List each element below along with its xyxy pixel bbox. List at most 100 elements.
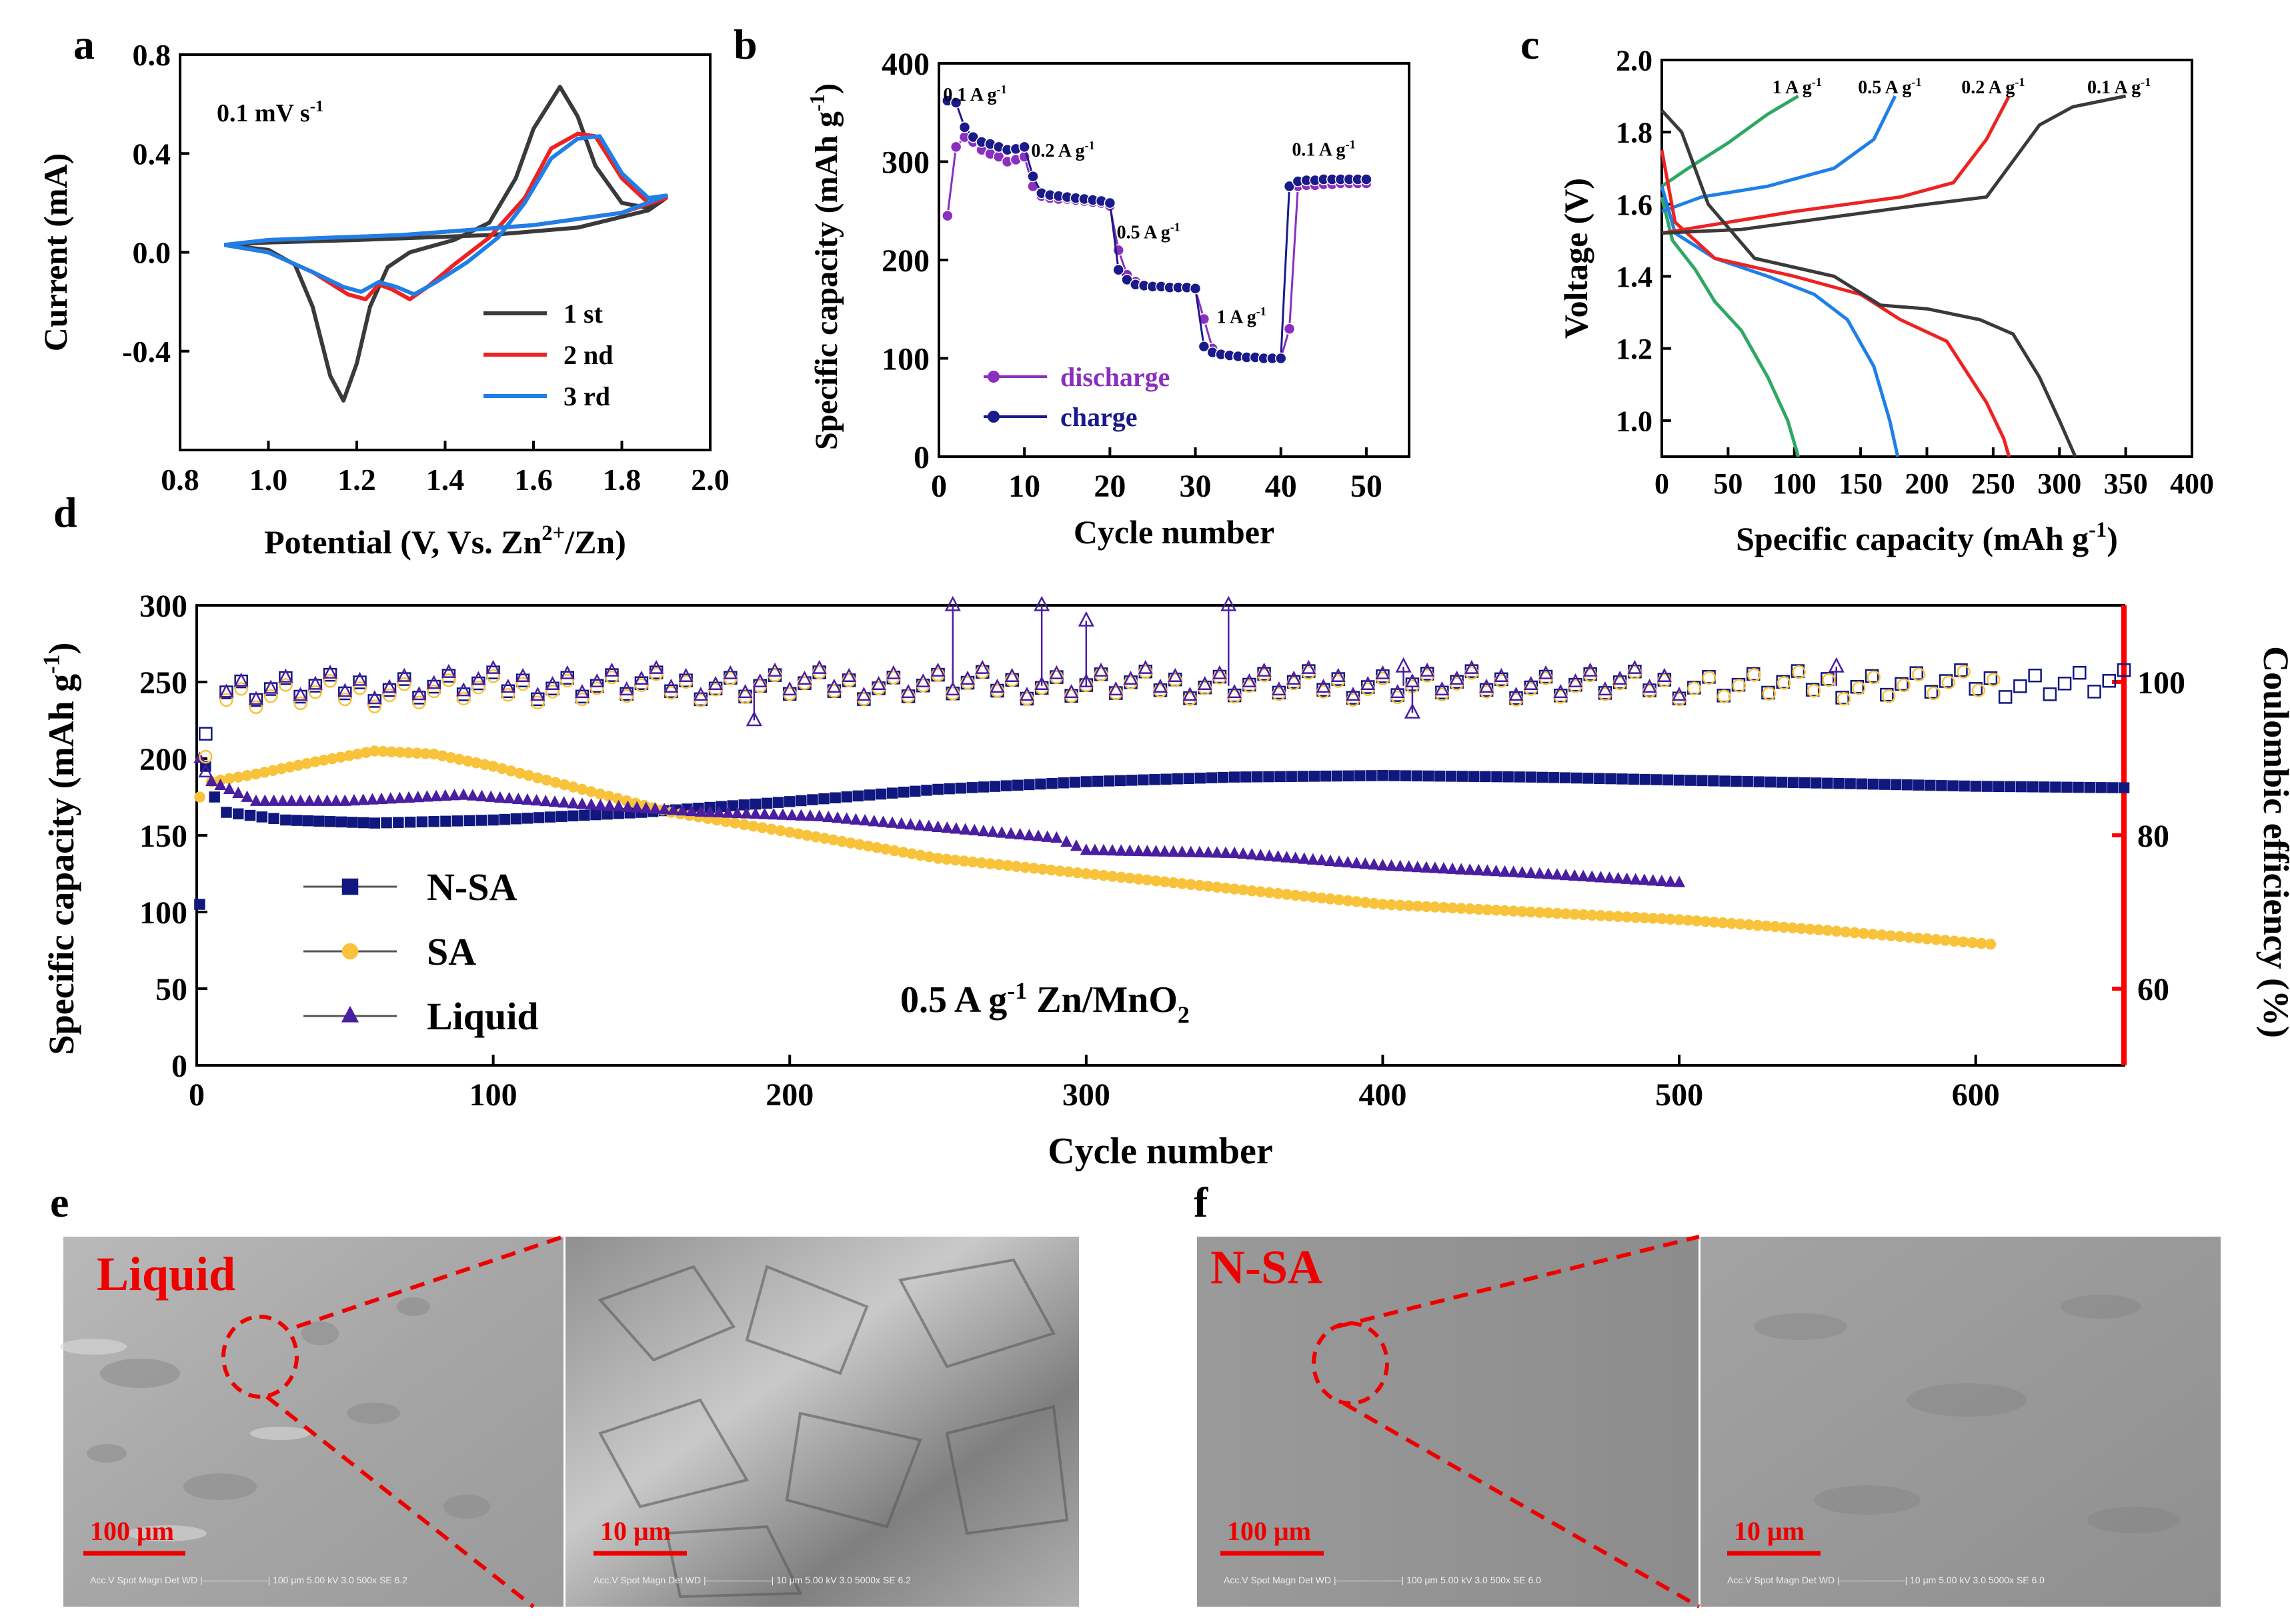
ce-point-SA — [323, 674, 337, 688]
ce-spike-marker — [746, 711, 762, 727]
capacity-point-Liquid — [676, 803, 689, 816]
capacity-point-Liquid — [977, 824, 990, 837]
ce-point-SA — [1687, 681, 1701, 695]
capacity-point-Liquid — [822, 810, 835, 823]
ce-point-SA — [1792, 665, 1806, 679]
capacity-point-N-SA — [1673, 774, 1685, 786]
capacity-point-N-SA — [898, 786, 910, 798]
x-tick-label: 1.2 — [337, 463, 376, 497]
ce-point-Liquid — [916, 673, 931, 687]
ce-point-Liquid — [500, 679, 515, 693]
capacity-point-Liquid — [1402, 860, 1415, 872]
capacity-point-N-SA — [1411, 770, 1423, 782]
capacity-point-SA — [748, 820, 759, 832]
capacity-point-N-SA — [194, 899, 205, 910]
ce-point-Liquid — [1094, 662, 1109, 677]
capacity-point-N-SA — [1753, 776, 1765, 787]
ce-point-SA — [1094, 667, 1108, 681]
ce-spike-marker — [1828, 657, 1845, 673]
ce-point-Liquid — [1316, 679, 1331, 693]
sem-blob — [301, 1321, 339, 1345]
capacity-point-N-SA — [1012, 779, 1024, 791]
ce-point-Liquid — [1390, 684, 1405, 699]
ce-point-SA — [427, 684, 441, 699]
capacity-point-N-SA — [221, 807, 232, 818]
capacity-point-Liquid — [1437, 862, 1450, 874]
rate-point-charge — [1121, 273, 1133, 286]
ce-spike-marker — [1034, 595, 1050, 611]
ce-point-N-SA — [2057, 677, 2072, 691]
capacity-point-N-SA — [475, 815, 487, 826]
x-tick-label: 100 — [1773, 467, 1817, 500]
capacity-point-Liquid — [831, 811, 844, 823]
ce-point-N-SA — [1850, 679, 1865, 694]
ce-spike-marker — [944, 595, 961, 611]
ce-point-Liquid — [411, 686, 427, 701]
ce-point-Liquid — [1064, 684, 1079, 699]
sem-blob — [2087, 1507, 2181, 1533]
ce-point-N-SA — [323, 667, 337, 682]
sem-flakes-e — [598, 1258, 1069, 1599]
capacity-point-Liquid — [1193, 845, 1206, 858]
capacity-point-Liquid — [1050, 831, 1063, 843]
capacity-point-Liquid — [1568, 869, 1581, 881]
y-tick-label: 100 — [139, 895, 187, 931]
ce-point-Liquid — [1449, 670, 1464, 685]
capacity-point-Liquid — [704, 805, 716, 817]
capacity-point-Liquid — [950, 822, 962, 834]
ce-point-Liquid — [198, 763, 213, 778]
ce-point-Liquid — [1568, 673, 1583, 687]
y-tick-label: 50 — [155, 972, 187, 1007]
ce-point-SA — [1897, 678, 1911, 693]
capacity-point-SA — [594, 788, 606, 800]
ce-point-SA — [367, 699, 382, 713]
x-tick-label: 1.6 — [514, 463, 553, 497]
capacity-point-Liquid — [1490, 865, 1502, 877]
capacity-point-SA — [241, 770, 253, 781]
capacity-point-Liquid — [223, 782, 235, 794]
capacity-point-Liquid — [667, 803, 680, 815]
ce-point-SA — [975, 665, 990, 679]
capacity-point-SA — [1133, 873, 1144, 885]
capacity-point-N-SA — [1206, 772, 1218, 783]
capacity-point-SA — [1063, 866, 1074, 878]
gcd-rate-label-0.1-A-g-1: 0.1 A g-1 — [2087, 75, 2151, 98]
ce-point-SA — [560, 673, 575, 688]
capacity-point-SA — [1272, 888, 1284, 899]
ce-point-Liquid — [723, 665, 738, 679]
capacity-point-Liquid — [1088, 843, 1101, 855]
sem-blob — [1754, 1313, 1847, 1340]
capacity-point-Liquid — [877, 815, 890, 827]
capacity-point-N-SA — [1308, 771, 1320, 782]
capacity-point-N-SA — [357, 817, 369, 829]
sem-label-nsa: N-SA — [1210, 1241, 1322, 1294]
capacity-point-SA — [1281, 889, 1292, 900]
capacity-point-Liquid — [1350, 857, 1363, 869]
ce-point-SA — [1941, 675, 1956, 689]
capacity-point-SA — [1976, 937, 1987, 949]
capacity-point-Liquid — [959, 823, 972, 835]
capacity-point-N-SA — [1650, 774, 1662, 785]
ce-point-Liquid — [664, 679, 679, 693]
ce-point-Liquid — [1212, 665, 1227, 679]
ce-point-Liquid — [842, 667, 857, 682]
cv-series-1-st — [223, 85, 668, 403]
capacity-point-N-SA — [1594, 773, 1605, 784]
y-axis-title: Current (mA) — [37, 153, 74, 352]
capacity-point-SA — [523, 770, 535, 781]
legend-marker-N-SA — [341, 878, 359, 895]
x-tick-label: 350 — [2104, 467, 2148, 500]
capacity-point-Liquid — [567, 797, 580, 809]
ce-point-Liquid — [1049, 665, 1064, 679]
panel-label-c: c — [1520, 21, 1539, 68]
ce-point-SA — [382, 688, 397, 703]
ce-point-SA — [1987, 673, 2001, 687]
ce-point-Liquid — [1330, 667, 1346, 682]
capacity-point-N-SA — [830, 792, 841, 803]
capacity-point-SA — [514, 767, 525, 779]
capacity-point-N-SA — [1491, 771, 1502, 783]
capacity-point-Liquid — [214, 778, 227, 790]
capacity-point-N-SA — [404, 816, 416, 828]
capacity-point-Liquid — [512, 792, 525, 805]
capacity-point-Liquid — [457, 788, 470, 800]
